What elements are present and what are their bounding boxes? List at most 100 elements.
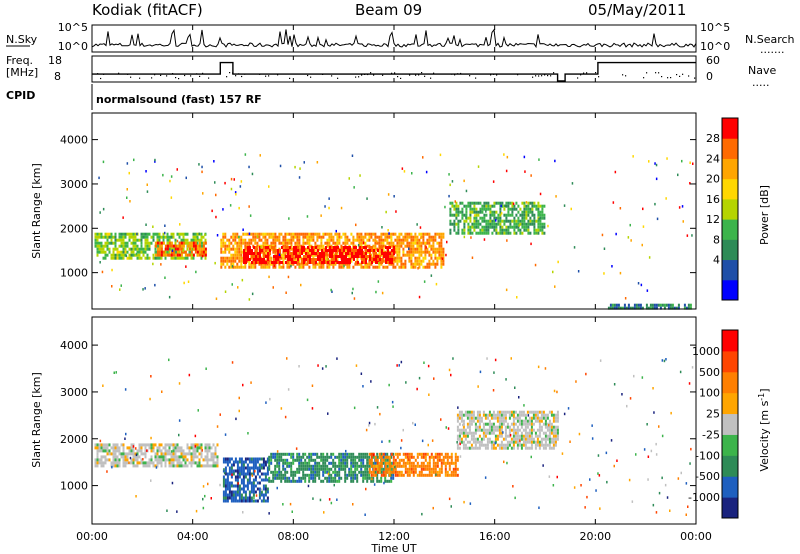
power-cell bbox=[663, 306, 666, 310]
velocity-cell bbox=[550, 428, 553, 432]
power-cell bbox=[154, 244, 157, 248]
power-cell bbox=[509, 207, 512, 211]
power-cell bbox=[473, 204, 476, 208]
power-cell bbox=[655, 306, 658, 310]
velocity-cell bbox=[392, 458, 395, 462]
power-cell bbox=[152, 232, 155, 236]
velocity-speck bbox=[291, 510, 293, 513]
power-cell bbox=[252, 262, 255, 266]
power-cell bbox=[513, 225, 516, 229]
velocity-cell bbox=[266, 499, 269, 503]
power-cell bbox=[414, 235, 417, 239]
velocity-cell bbox=[116, 449, 119, 453]
velocity-cell bbox=[546, 422, 549, 426]
power-cell bbox=[318, 247, 321, 251]
power-speck bbox=[425, 246, 427, 249]
velocity-cell bbox=[504, 413, 507, 417]
velocity-cell bbox=[428, 464, 431, 468]
power-cell bbox=[314, 253, 317, 257]
velocity-speck bbox=[168, 358, 170, 362]
power-cell bbox=[493, 219, 496, 223]
power-cell bbox=[298, 241, 301, 245]
velocity-speck bbox=[396, 364, 398, 367]
velocity-cell bbox=[152, 464, 155, 468]
power-cell bbox=[453, 219, 456, 223]
power-cell bbox=[288, 238, 291, 242]
velocity-cell bbox=[206, 464, 209, 468]
power-cell bbox=[428, 244, 431, 248]
velocity-cell bbox=[450, 458, 453, 462]
velocity-cell bbox=[366, 467, 369, 471]
velocity-speck bbox=[423, 361, 425, 364]
power-speck bbox=[231, 283, 233, 286]
nsky-panel: N.Sky 10^5 10^0 10^5 10^0 N.Search .....… bbox=[6, 21, 795, 56]
power-cell bbox=[412, 247, 415, 251]
power-cell bbox=[505, 204, 508, 208]
velocity-cell bbox=[556, 431, 559, 435]
power-cell bbox=[230, 253, 233, 257]
power-cell bbox=[253, 261, 255, 264]
power-cell bbox=[282, 259, 285, 263]
velocity-cell bbox=[336, 455, 339, 459]
velocity-cell bbox=[140, 443, 143, 447]
power-cell bbox=[541, 207, 544, 211]
power-cell bbox=[245, 261, 247, 264]
velocity-cell bbox=[328, 461, 331, 465]
power-speck bbox=[388, 232, 390, 235]
velocity-cell bbox=[446, 473, 449, 477]
velocity-cell bbox=[356, 464, 359, 468]
velocity-cell bbox=[494, 416, 497, 420]
power-cell bbox=[515, 222, 518, 226]
power-cell bbox=[196, 238, 199, 242]
velocity-cell bbox=[300, 479, 303, 483]
velocity-cell bbox=[94, 464, 97, 468]
power-cell bbox=[302, 238, 305, 242]
velocity-speck bbox=[670, 411, 672, 415]
power-cell bbox=[232, 253, 235, 257]
power-cell bbox=[312, 232, 315, 236]
velocity-cell bbox=[504, 425, 507, 429]
velocity-cell bbox=[504, 428, 507, 432]
velocity-cell bbox=[328, 455, 331, 459]
power-cell bbox=[364, 265, 367, 269]
power-cell bbox=[275, 258, 277, 261]
velocity-cell bbox=[240, 457, 243, 461]
power-cell bbox=[192, 244, 195, 248]
velocity-cell bbox=[458, 446, 461, 450]
power-cell bbox=[639, 303, 642, 307]
velocity-cell bbox=[248, 478, 251, 482]
power-cell bbox=[487, 201, 490, 205]
velocity-cell bbox=[534, 431, 537, 435]
velocity-speck bbox=[591, 437, 594, 440]
velocity-cell bbox=[456, 446, 459, 450]
power-cell bbox=[412, 265, 415, 269]
power-cell bbox=[138, 247, 141, 251]
velocity-cell bbox=[482, 413, 485, 417]
power-cell bbox=[182, 238, 185, 242]
velocity-cell bbox=[154, 452, 157, 456]
power-cell bbox=[465, 210, 468, 214]
power-cell bbox=[182, 247, 185, 251]
velocity-cell bbox=[424, 458, 427, 462]
velocity-cell bbox=[138, 443, 141, 447]
velocity-cell bbox=[308, 455, 311, 459]
velocity-cell bbox=[390, 470, 393, 474]
velocity-cell bbox=[190, 452, 193, 456]
velocity-speck bbox=[447, 427, 450, 430]
power-speck bbox=[102, 160, 105, 164]
velocity-cell bbox=[420, 467, 423, 471]
velocity-cell bbox=[164, 464, 167, 468]
velocity-cell bbox=[390, 476, 393, 480]
power-cell bbox=[527, 222, 530, 226]
velocity-cell bbox=[290, 470, 293, 474]
power-cell bbox=[509, 231, 512, 235]
power-cell bbox=[136, 250, 139, 254]
power-cell bbox=[230, 259, 233, 263]
velocity-cell bbox=[274, 452, 277, 456]
velocity-cell bbox=[312, 470, 315, 474]
power-cell bbox=[295, 261, 297, 264]
velocity-cell bbox=[254, 475, 257, 479]
velocity-cell bbox=[376, 479, 379, 483]
power-cell bbox=[346, 241, 349, 245]
velocity-speck bbox=[665, 358, 667, 361]
